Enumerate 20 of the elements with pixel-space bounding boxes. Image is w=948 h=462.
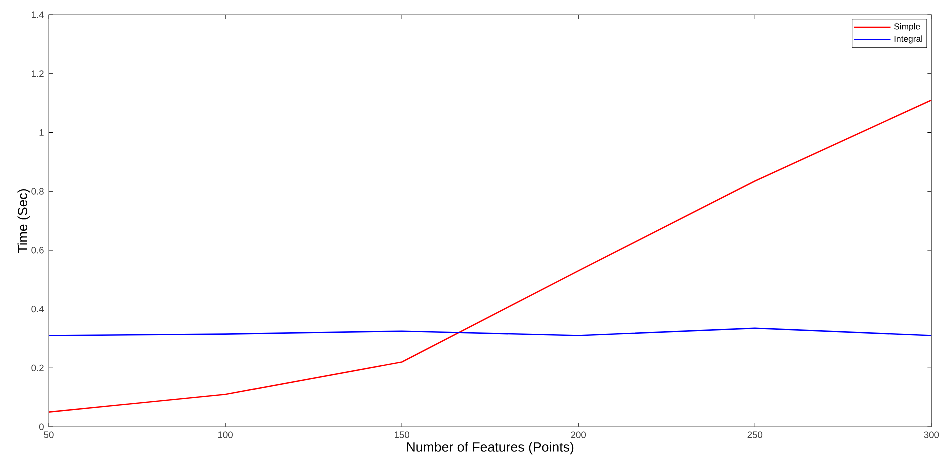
y-tick-label: 0.8: [32, 188, 44, 195]
x-tick-label: 150: [395, 432, 410, 438]
x-tick-label: 250: [748, 432, 763, 438]
x-tick-label: 200: [571, 432, 586, 438]
x-tick-label: 300: [924, 432, 940, 438]
legend-label: Simple: [894, 23, 920, 32]
line-series: [49, 328, 932, 336]
y-tick-label: 1: [40, 130, 44, 136]
y-axis-title: Time (Sec): [18, 189, 30, 254]
y-tick-label: 0.6: [32, 247, 44, 254]
y-tick-label: 1.4: [32, 12, 44, 18]
x-tick-label: 50: [44, 432, 54, 438]
x-axis-title: Number of Features (Points): [407, 442, 574, 455]
y-tick-label: 0: [39, 424, 44, 430]
y-tick-label: 0.4: [32, 306, 44, 313]
line-series: [49, 100, 932, 413]
y-tick-label: 1.2: [32, 70, 44, 78]
x-tick-label: 100: [218, 432, 233, 438]
legend-label: Integral: [894, 36, 922, 44]
y-tick-label: 0.2: [32, 364, 44, 372]
